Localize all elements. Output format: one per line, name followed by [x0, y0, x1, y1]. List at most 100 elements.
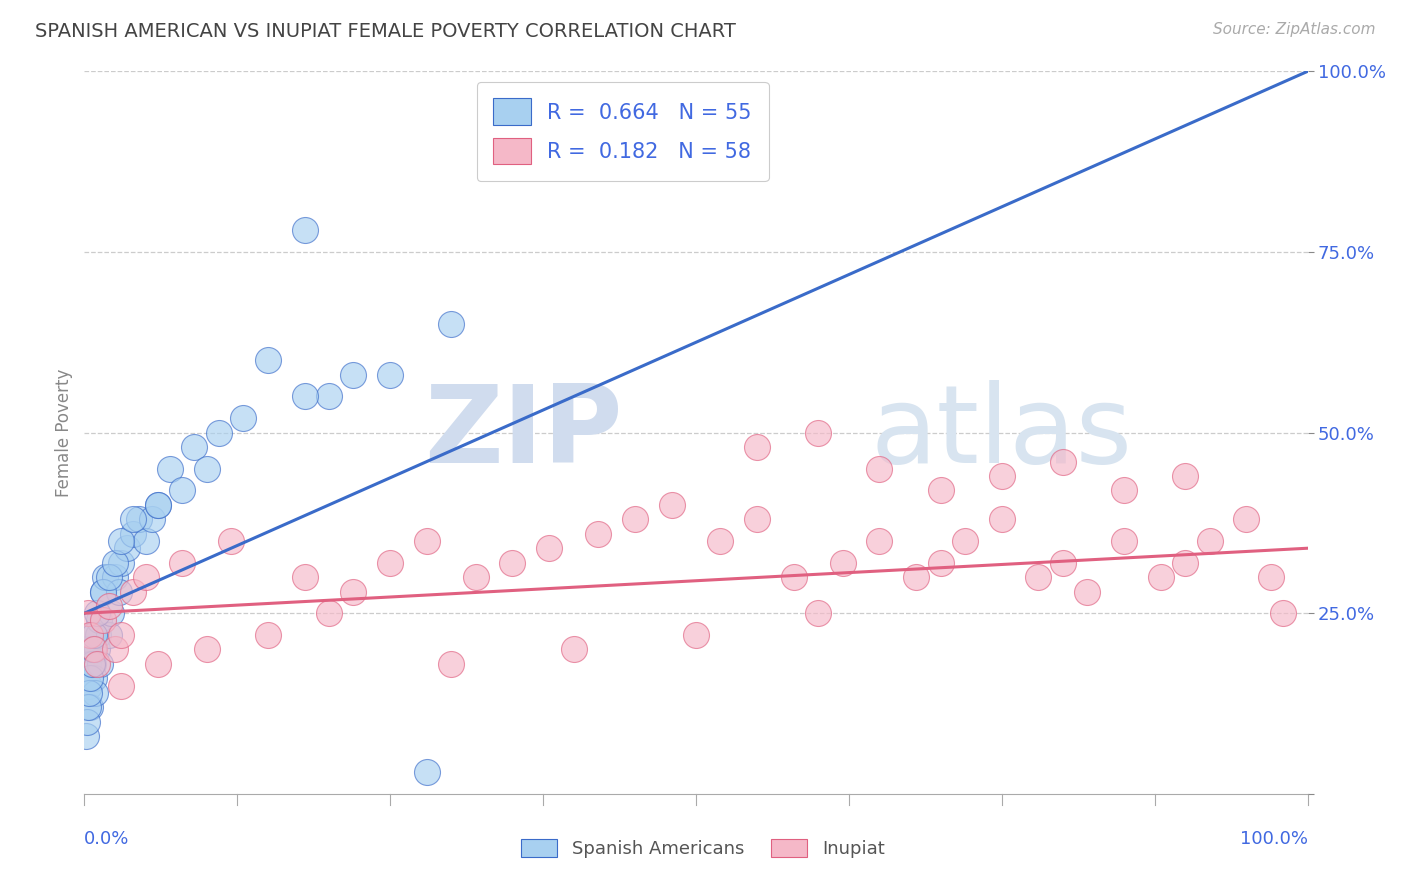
Point	[219, 533, 242, 548]
Point	[107, 584, 129, 599]
Point	[685, 151, 707, 165]
Point	[1028, 570, 1050, 584]
Point	[195, 642, 218, 657]
Point	[195, 462, 218, 476]
Point	[86, 657, 108, 671]
Point	[294, 570, 316, 584]
Point	[104, 556, 127, 570]
Point	[1150, 570, 1173, 584]
Point	[208, 425, 231, 440]
Point	[747, 440, 769, 454]
Point	[1052, 556, 1074, 570]
Point	[79, 671, 101, 685]
Point	[135, 570, 157, 584]
Point	[953, 533, 976, 548]
Point	[318, 389, 340, 403]
Point	[172, 483, 194, 498]
Point	[502, 556, 524, 570]
Point	[747, 512, 769, 526]
Point	[1174, 556, 1197, 570]
Point	[294, 223, 316, 237]
Point	[1174, 469, 1197, 483]
Point	[586, 526, 609, 541]
Point	[97, 599, 120, 613]
Text: ZIP: ZIP	[425, 380, 623, 485]
Text: atlas: atlas	[870, 380, 1133, 485]
Point	[77, 686, 100, 700]
Point	[440, 657, 463, 671]
Point	[1114, 533, 1136, 548]
Legend: Spanish Americans, Inupiat: Spanish Americans, Inupiat	[515, 831, 891, 865]
Point	[122, 526, 145, 541]
Text: 0.0%: 0.0%	[84, 830, 129, 848]
Point	[869, 462, 891, 476]
Point	[97, 570, 120, 584]
Point	[318, 607, 340, 621]
Point	[110, 556, 132, 570]
Point	[380, 368, 402, 382]
Point	[110, 678, 132, 692]
Point	[91, 584, 114, 599]
Point	[661, 498, 683, 512]
Point	[141, 512, 163, 526]
Point	[172, 556, 194, 570]
Point	[115, 541, 138, 556]
Point	[82, 642, 104, 657]
Point	[77, 657, 100, 671]
Text: SPANISH AMERICAN VS INUPIAT FEMALE POVERTY CORRELATION CHART: SPANISH AMERICAN VS INUPIAT FEMALE POVER…	[35, 22, 735, 41]
Point	[831, 556, 853, 570]
Point	[97, 628, 120, 642]
Point	[128, 512, 150, 526]
Point	[89, 657, 111, 671]
Text: Source: ZipAtlas.com: Source: ZipAtlas.com	[1212, 22, 1375, 37]
Point	[76, 714, 98, 729]
Point	[77, 700, 100, 714]
Point	[87, 628, 110, 642]
Point	[685, 628, 707, 642]
Point	[416, 533, 439, 548]
Point	[1272, 607, 1295, 621]
Point	[869, 533, 891, 548]
Point	[76, 642, 98, 657]
Y-axis label: Female Poverty: Female Poverty	[55, 368, 73, 497]
Point	[1260, 570, 1282, 584]
Point	[807, 607, 830, 621]
Point	[991, 512, 1014, 526]
Point	[624, 512, 647, 526]
Point	[342, 584, 364, 599]
Point	[905, 570, 928, 584]
Point	[82, 657, 104, 671]
Point	[77, 607, 100, 621]
Point	[104, 642, 127, 657]
Point	[1198, 533, 1220, 548]
Point	[709, 533, 731, 548]
Point	[294, 389, 316, 403]
Point	[91, 584, 114, 599]
Point	[440, 318, 463, 332]
Point	[146, 498, 169, 512]
Point	[232, 411, 254, 425]
Point	[538, 541, 561, 556]
Point	[110, 628, 132, 642]
Point	[991, 469, 1014, 483]
Point	[122, 584, 145, 599]
Point	[1236, 512, 1258, 526]
Text: 100.0%: 100.0%	[1240, 830, 1308, 848]
Point	[77, 678, 100, 692]
Point	[87, 614, 110, 628]
Point	[84, 686, 107, 700]
Point	[929, 556, 952, 570]
Point	[416, 765, 439, 780]
Point	[83, 628, 105, 642]
Point	[146, 657, 169, 671]
Point	[80, 628, 103, 642]
Point	[83, 642, 105, 657]
Point	[83, 671, 105, 685]
Point	[562, 642, 585, 657]
Point	[929, 483, 952, 498]
Point	[91, 614, 114, 628]
Point	[135, 533, 157, 548]
Point	[80, 657, 103, 671]
Point	[380, 556, 402, 570]
Point	[257, 628, 280, 642]
